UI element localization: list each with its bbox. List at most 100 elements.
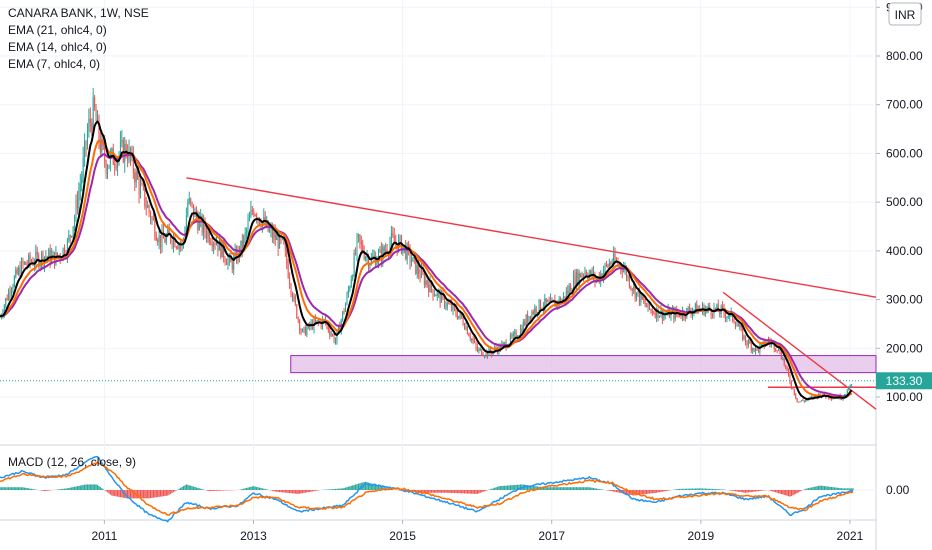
candle-body bbox=[256, 215, 258, 220]
x-tick-label: 2019 bbox=[687, 529, 714, 543]
candle-body bbox=[800, 400, 802, 402]
candle-body bbox=[527, 314, 529, 322]
candle-body bbox=[785, 365, 787, 368]
candle-body bbox=[441, 292, 443, 303]
candle-body bbox=[567, 291, 569, 294]
candle-body bbox=[646, 304, 648, 308]
candle-body bbox=[62, 248, 64, 259]
candle-body bbox=[736, 325, 738, 327]
time-axis[interactable]: 2011 2013 2015 2017 2019 2021 bbox=[91, 520, 864, 543]
candle-body bbox=[299, 320, 301, 331]
candle-body bbox=[650, 309, 652, 311]
candle-body bbox=[789, 375, 791, 383]
candle-body bbox=[276, 235, 278, 241]
candle-body bbox=[753, 348, 755, 352]
candle-body bbox=[45, 256, 47, 258]
candle-body bbox=[135, 171, 137, 183]
candle-body bbox=[737, 325, 739, 327]
candle-body bbox=[416, 265, 418, 274]
candle-body bbox=[151, 217, 153, 220]
currency-badge[interactable]: INR bbox=[888, 2, 922, 26]
candle-body bbox=[201, 216, 203, 233]
candle-body bbox=[724, 312, 726, 318]
candle-body bbox=[722, 306, 724, 308]
candle-body bbox=[223, 242, 225, 259]
candle-body bbox=[277, 235, 279, 249]
candle-body bbox=[218, 239, 220, 251]
candle-body bbox=[726, 316, 728, 318]
legend-macd[interactable]: MACD (12, 26, close, 9) bbox=[8, 455, 136, 469]
candle-body bbox=[147, 205, 149, 208]
candle-body bbox=[64, 248, 66, 256]
candle-body bbox=[21, 260, 23, 277]
candle-body bbox=[167, 229, 169, 237]
candle-body bbox=[378, 252, 380, 262]
candle-body bbox=[679, 313, 681, 317]
candle-body bbox=[455, 308, 457, 315]
candle-body bbox=[584, 271, 586, 276]
candle-body bbox=[284, 243, 286, 251]
legend-symbol[interactable]: CANARA BANK, 1W, NSE bbox=[8, 6, 149, 20]
candle-body bbox=[240, 240, 242, 256]
candle-body bbox=[117, 158, 119, 168]
candle-body bbox=[248, 217, 250, 222]
candle-body bbox=[84, 141, 86, 158]
candle-body bbox=[91, 123, 93, 130]
candle-body bbox=[680, 316, 682, 318]
candle-body bbox=[108, 165, 110, 169]
candle-body bbox=[745, 335, 747, 343]
candle-body bbox=[647, 302, 649, 308]
candle-body bbox=[122, 139, 124, 162]
candle-body bbox=[449, 303, 451, 305]
candle-body bbox=[547, 300, 549, 302]
candle-body bbox=[499, 345, 501, 350]
candle-body bbox=[236, 250, 238, 262]
candle-body bbox=[119, 142, 121, 154]
candle-body bbox=[127, 154, 129, 161]
candle-body bbox=[760, 343, 762, 346]
candle-body bbox=[541, 308, 543, 310]
candle-body bbox=[733, 320, 735, 323]
candle-body bbox=[71, 236, 73, 238]
candle-body bbox=[145, 206, 147, 208]
candle-body bbox=[345, 303, 347, 312]
legend-ema-7[interactable]: EMA (7, ohlc4, 0) bbox=[8, 57, 100, 71]
candle-body bbox=[88, 118, 90, 132]
candle-body bbox=[677, 313, 679, 315]
candle-body bbox=[479, 349, 481, 351]
candle-body bbox=[26, 264, 28, 266]
candle-body bbox=[22, 260, 24, 264]
macd-pane[interactable] bbox=[0, 446, 876, 520]
candle-body bbox=[512, 333, 514, 337]
candle-body bbox=[198, 218, 200, 231]
legend-ema-14[interactable]: EMA (14, ohlc4, 0) bbox=[8, 40, 107, 54]
support-zone-rect bbox=[290, 355, 877, 374]
candle-body bbox=[469, 336, 471, 340]
candle-body bbox=[478, 349, 480, 352]
candle-body bbox=[343, 311, 345, 313]
x-tick-label: 2011 bbox=[91, 529, 117, 543]
candle-body bbox=[390, 233, 392, 244]
candle-body bbox=[213, 243, 215, 247]
candle-body bbox=[342, 311, 344, 321]
candle-body bbox=[82, 157, 84, 177]
price-axis[interactable]: 100.00 200.00 300.00 400.00 500.00 600.00 700.… bbox=[876, 0, 923, 497]
candle-body bbox=[250, 210, 252, 218]
candle-body bbox=[618, 263, 620, 265]
candle-body bbox=[550, 298, 552, 302]
candle-body bbox=[631, 288, 633, 291]
candle-body bbox=[792, 387, 794, 389]
candle-body bbox=[161, 231, 163, 248]
candle-body bbox=[188, 198, 190, 203]
candle-body bbox=[464, 324, 466, 330]
candle-body bbox=[399, 236, 401, 240]
y-tick-label: 600.00 bbox=[886, 146, 923, 160]
candle-body bbox=[231, 262, 233, 270]
candle-body bbox=[562, 296, 564, 301]
candle-body bbox=[316, 320, 318, 322]
legend-ema-21[interactable]: EMA (21, ohlc4, 0) bbox=[8, 23, 107, 37]
candle-body bbox=[433, 295, 435, 297]
candle-body bbox=[251, 210, 253, 212]
candle-body bbox=[291, 293, 293, 300]
candle-body bbox=[409, 248, 411, 263]
